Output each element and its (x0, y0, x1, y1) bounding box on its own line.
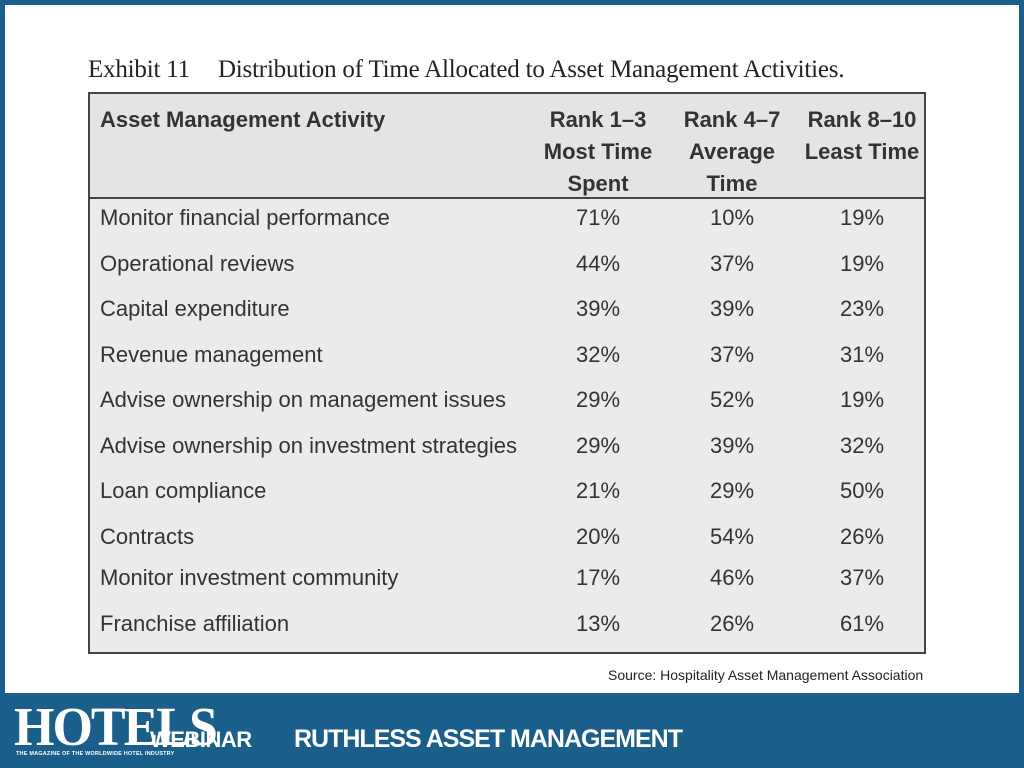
source-note: Source: Hospitality Asset Management Ass… (608, 667, 924, 683)
cell-activity: Advise ownership on management issues (100, 387, 507, 412)
cell-activity: Franchise affiliation (100, 610, 290, 636)
table-row: Franchise affiliation 13% 26% 61% (90, 605, 924, 645)
cell-rank-8-10: 50% (839, 478, 885, 503)
header-rank-4-7-line2: Average (688, 139, 775, 164)
table-row: Contracts 20% 54% 26% (90, 518, 924, 558)
cell-rank-8-10: 32% (839, 432, 885, 458)
cell-activity: Revenue management (100, 341, 323, 367)
table-row: Monitor investment community 17% 46% 37% (90, 559, 924, 599)
exhibit-title-text: Distribution of Time Allocated to Asset … (217, 56, 845, 83)
cell-rank-4-7: 37% (709, 250, 755, 276)
cell-rank-4-7: 39% (709, 432, 755, 458)
header-rank-4-7: Rank 4–7 Average Time (670, 104, 794, 200)
table-row: Loan compliance 21% 29% 50% (90, 472, 924, 512)
cell-rank-4-7: 26% (709, 610, 755, 636)
table-row: Capital expenditure 39% 39% 23% (90, 290, 924, 330)
webinar-label: WEBINAR (150, 727, 252, 752)
cell-activity: Monitor investment community (100, 565, 399, 590)
cell-activity: Loan compliance (100, 478, 267, 503)
table-row: Advise ownership on management issues 29… (90, 381, 924, 421)
table-row: Operational reviews 44% 37% 19% (90, 245, 924, 285)
cell-rank-8-10: 61% (839, 610, 885, 636)
logo-tagline: THE MAGAZINE OF THE WORLDWIDE HOTEL INDU… (16, 751, 175, 757)
header-rank-8-10-line2: Least Time (804, 139, 920, 164)
cell-rank-1-3: 32% (575, 341, 621, 367)
header-rank-4-7-line1: Rank 4–7 (683, 107, 781, 132)
cell-rank-8-10: 31% (839, 341, 885, 367)
data-table: Asset Management Activity Rank 1–3 Most … (88, 92, 926, 654)
exhibit-label: Exhibit 11 (88, 56, 190, 83)
header-rank-1-3-line1: Rank 1–3 (549, 107, 647, 132)
header-rank-4-7-line3: Time (706, 171, 758, 196)
cell-rank-1-3: 20% (575, 523, 621, 549)
cell-rank-1-3: 17% (575, 565, 621, 590)
cell-activity: Monitor financial performance (100, 205, 390, 230)
footer-banner: HOTELS THE MAGAZINE OF THE WORLDWIDE HOT… (0, 693, 1024, 768)
cell-activity: Advise ownership on investment strategie… (100, 432, 517, 458)
hotels-logo: HOTELS (14, 697, 218, 758)
header-rank-8-10-line1: Rank 8–10 (807, 107, 917, 132)
cell-rank-4-7: 52% (709, 387, 755, 412)
cell-activity: Capital expenditure (100, 296, 290, 321)
header-rank-1-3-line2: Most Time (543, 139, 653, 164)
cell-rank-4-7: 39% (709, 296, 755, 321)
table-row: Revenue management 32% 37% 31% (90, 336, 924, 376)
presentation-title: RUTHLESS ASSET MANAGEMENT (294, 725, 683, 753)
table-row: Monitor financial performance 71% 10% 19… (90, 199, 924, 239)
cell-rank-1-3: 39% (575, 296, 621, 321)
cell-rank-1-3: 29% (575, 387, 621, 412)
header-rank-1-3-line3: Spent (567, 171, 629, 196)
cell-activity: Operational reviews (100, 250, 295, 276)
cell-rank-4-7: 46% (709, 565, 755, 590)
table-header: Asset Management Activity Rank 1–3 Most … (90, 94, 924, 199)
cell-rank-8-10: 19% (839, 250, 885, 276)
cell-rank-4-7: 54% (709, 523, 755, 549)
cell-rank-1-3: 44% (575, 250, 621, 276)
cell-rank-4-7: 10% (709, 205, 755, 230)
cell-rank-8-10: 19% (839, 205, 885, 230)
header-rank-8-10: Rank 8–10 Least Time (800, 104, 924, 168)
cell-rank-8-10: 26% (839, 523, 885, 549)
cell-activity: Contracts (100, 523, 195, 549)
cell-rank-4-7: 29% (709, 478, 755, 503)
header-rank-1-3: Rank 1–3 Most Time Spent (538, 104, 658, 200)
cell-rank-1-3: 29% (575, 432, 621, 458)
cell-rank-1-3: 13% (575, 610, 621, 636)
header-activity: Asset Management Activity (100, 107, 386, 132)
cell-rank-1-3: 71% (575, 205, 621, 230)
cell-rank-4-7: 37% (709, 341, 755, 367)
cell-rank-8-10: 23% (839, 296, 885, 321)
cell-rank-8-10: 37% (839, 565, 885, 590)
cell-rank-1-3: 21% (575, 478, 621, 503)
table-row: Advise ownership on investment strategie… (90, 427, 924, 467)
cell-rank-8-10: 19% (839, 387, 885, 412)
exhibit-title: Exhibit 11 Distribution of Time Allocated… (88, 56, 845, 84)
